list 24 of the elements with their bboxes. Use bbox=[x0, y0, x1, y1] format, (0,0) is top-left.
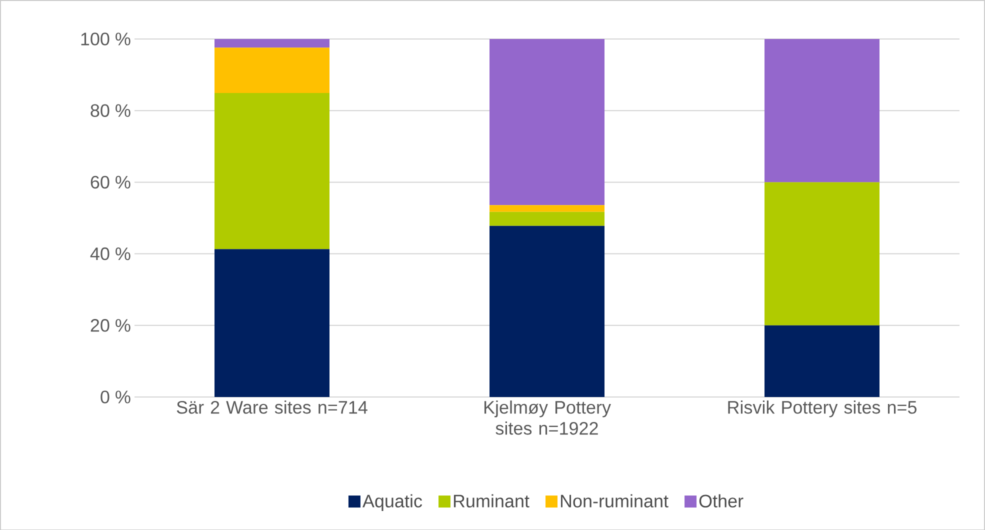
bar bbox=[490, 204, 605, 212]
x-tick-label: Risvik Pottery sites n=5 bbox=[728, 400, 916, 418]
bar bbox=[214, 38, 330, 48]
bar bbox=[764, 325, 880, 397]
bar bbox=[490, 226, 605, 397]
legend-label: Aquatic bbox=[362, 494, 422, 511]
bar bbox=[764, 182, 880, 326]
bar bbox=[490, 38, 605, 205]
legend-label: Non-ruminant bbox=[560, 494, 668, 508]
y-tick-label: 20 % bbox=[90, 318, 130, 332]
y-tick-label: 60 % bbox=[90, 176, 130, 188]
y-tick-label: 100 % bbox=[81, 32, 130, 46]
y-tick-label: 40 % bbox=[90, 247, 130, 260]
bar bbox=[214, 92, 330, 249]
bar bbox=[490, 212, 605, 226]
y-tick-label: 0 % bbox=[100, 390, 130, 404]
x-tick-label: Kjelmøy Pottery sites n=1922 bbox=[484, 400, 611, 434]
legend-label: Ruminant bbox=[454, 494, 530, 508]
bar bbox=[764, 38, 880, 182]
y-tick-label: 80 % bbox=[90, 104, 130, 117]
legend-label: Other bbox=[699, 494, 744, 508]
bar bbox=[214, 47, 330, 93]
bar bbox=[214, 248, 330, 397]
x-tick-label: Sär 2 Ware sites n=714 bbox=[176, 400, 368, 414]
